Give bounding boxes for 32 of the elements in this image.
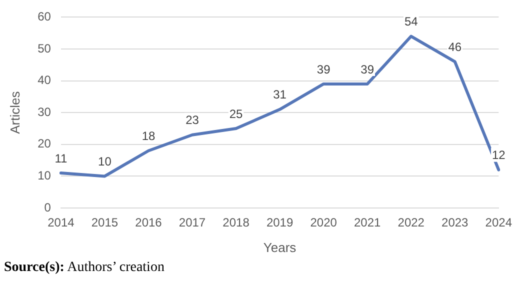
data-label: 11	[54, 151, 68, 166]
x-tick-label: 2024	[485, 216, 512, 230]
x-tick-label: 2021	[354, 216, 382, 230]
y-tick-label: 60	[38, 10, 52, 24]
y-tick-label: 30	[38, 104, 52, 119]
x-tick-label: 2016	[135, 216, 162, 230]
x-tick-label: 2015	[91, 216, 118, 230]
source-note: Source(s): Authors’ creation	[4, 260, 164, 276]
y-tick-label: 20	[38, 136, 52, 151]
x-tick-label: 2022	[398, 216, 425, 230]
data-label: 23	[186, 113, 200, 128]
x-tick-label: 2017	[178, 216, 206, 230]
y-tick-label: 50	[38, 41, 52, 56]
y-tick-label: 0	[44, 200, 52, 214]
y-tick-label: 40	[38, 73, 52, 88]
data-label: 46	[448, 40, 462, 54]
data-label: 10	[98, 154, 112, 169]
data-label: 25	[229, 106, 244, 121]
data-label: 12	[492, 148, 506, 162]
y-tick-label: 10	[38, 168, 52, 183]
x-tick-label: 2014	[48, 216, 75, 230]
y-axis-title: Articles	[7, 90, 22, 134]
x-tick-label: 2023	[442, 216, 469, 230]
data-label: 39	[360, 62, 374, 76]
data-label: 18	[142, 129, 156, 144]
data-label: 31	[273, 88, 287, 102]
x-tick-label: 2019	[266, 216, 294, 230]
x-tick-label: 2020	[310, 216, 338, 230]
x-tick-label: 2018	[222, 216, 250, 230]
x-axis-title: Years	[263, 240, 297, 255]
data-label: 54	[404, 14, 418, 29]
data-label: 39	[316, 62, 331, 76]
